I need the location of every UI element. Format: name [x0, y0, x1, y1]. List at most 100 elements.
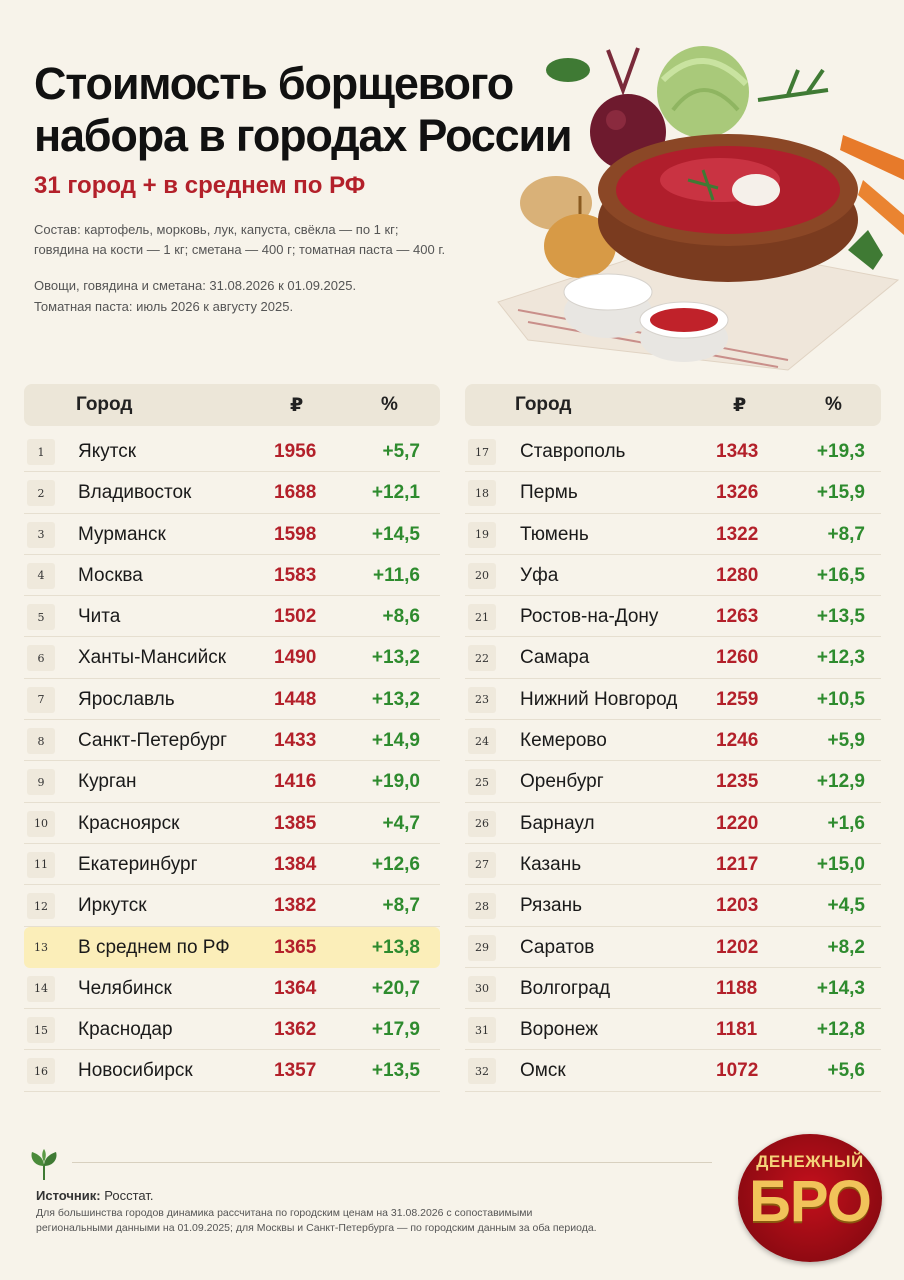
ranking-table-right: Город ₽ % 17 Ставрополь 1343 +19,3 18 Пермь 13… — [465, 384, 881, 1092]
city-name: В среднем по РФ — [78, 936, 230, 958]
city-name: Уфа — [520, 564, 559, 586]
city-name: Санкт-Петербург — [78, 730, 228, 752]
city-name: Ставрополь — [520, 441, 626, 462]
table-row: 11 Екатеринбург 1384 +12,6 — [24, 844, 440, 886]
parsley-icon — [31, 1149, 57, 1180]
table-row: 9 Курган 1416 +19,0 — [24, 761, 440, 803]
footer-divider — [72, 1162, 712, 1163]
price-value: 1688 — [274, 482, 317, 504]
price-value: 1385 — [274, 812, 317, 834]
header-city: Город — [76, 394, 133, 415]
source-note: Источник: Росстат. — [36, 1188, 153, 1203]
table-row: 27 Казань 1217 +15,0 — [465, 844, 881, 886]
table-row: 7 Ярославль 1448 +13,2 — [24, 679, 440, 721]
price-value: 1260 — [716, 647, 759, 669]
city-name: Рязань — [520, 895, 583, 917]
change-percent: +15,9 — [816, 482, 865, 504]
header-pct: % — [825, 394, 842, 415]
rank-number: 8 — [27, 728, 55, 755]
period-line-1: Овощи, говядина и сметана: 31.08.2026 к … — [34, 278, 357, 293]
city-name: Чита — [78, 606, 121, 628]
price-value: 1364 — [274, 977, 317, 999]
composition-text: Состав: картофель, морковь, лук, капуста… — [34, 220, 554, 260]
change-percent: +4,5 — [827, 895, 865, 917]
change-percent: +10,5 — [816, 688, 865, 710]
table-row: 32 Омск 1072 +5,6 — [465, 1050, 881, 1092]
rank-number: 31 — [468, 1017, 496, 1044]
price-value: 1203 — [716, 895, 759, 917]
change-percent: +17,9 — [371, 1019, 420, 1041]
table-row: 23 Нижний Новгород 1259 +10,5 — [465, 679, 881, 721]
city-name: Иркутск — [78, 895, 147, 917]
rank-number: 22 — [468, 645, 496, 672]
rank-number: 20 — [468, 562, 496, 589]
price-value: 1217 — [716, 853, 759, 875]
change-percent: +19,0 — [371, 771, 420, 793]
city-name: Оренбург — [520, 771, 604, 793]
change-percent: +5,6 — [827, 1060, 865, 1082]
city-name: Тюмень — [520, 523, 589, 545]
price-value: 1956 — [274, 441, 317, 462]
table-row: 25 Оренбург 1235 +12,9 — [465, 761, 881, 803]
footnote-line-1: Для большинства городов динамика рассчит… — [36, 1207, 533, 1219]
table-row: 17 Ставрополь 1343 +19,3 — [465, 431, 881, 473]
table-row: 21 Ростов-на-Дону 1263 +13,5 — [465, 596, 881, 638]
table-body-left: 1 Якутск 1956 +5,7 2 Владивосток 1688 +12,1 3 Мур… — [24, 431, 440, 1092]
rank-number: 9 — [27, 769, 55, 796]
table-row: 29 Саратов 1202 +8,2 — [465, 927, 881, 968]
change-percent: +4,7 — [382, 812, 420, 834]
price-value: 1246 — [716, 730, 759, 752]
city-name: Кемерово — [520, 730, 607, 752]
rank-number: 32 — [468, 1058, 496, 1085]
change-percent: +5,9 — [827, 730, 865, 752]
rank-number: 27 — [468, 851, 496, 878]
city-name: Барнаул — [520, 812, 595, 834]
change-percent: +12,6 — [371, 853, 420, 875]
change-percent: +13,5 — [816, 606, 865, 628]
rank-number: 23 — [468, 686, 496, 713]
title-line-1: Стоимость борщевого — [34, 58, 514, 109]
source-label: Источник: — [36, 1188, 101, 1203]
price-value: 1382 — [274, 895, 317, 917]
change-percent: +14,5 — [371, 523, 420, 545]
change-percent: +16,5 — [816, 564, 865, 586]
rank-number: 18 — [468, 480, 496, 507]
city-name: Мурманск — [78, 523, 166, 545]
table-row: 28 Рязань 1203 +4,5 — [465, 885, 881, 927]
change-percent: +8,2 — [827, 936, 865, 958]
rank-number: 14 — [27, 975, 55, 1002]
rank-number: 30 — [468, 975, 496, 1002]
header-pct: % — [381, 394, 398, 415]
table-row: 10 Красноярск 1385 +4,7 — [24, 803, 440, 844]
city-name: Волгоград — [520, 977, 611, 999]
city-name: Ярославль — [78, 688, 175, 710]
table-row: 3 Мурманск 1598 +14,5 — [24, 514, 440, 555]
price-value: 1384 — [274, 853, 317, 875]
subtitle: 31 город + в среднем по РФ — [34, 172, 366, 199]
table-row: 14 Челябинск 1364 +20,7 — [24, 968, 440, 1010]
composition-line-2: говядина на кости — 1 кг; сметана — 400 … — [34, 242, 446, 257]
change-percent: +20,7 — [371, 977, 420, 999]
price-value: 1235 — [716, 771, 759, 793]
price-value: 1072 — [716, 1060, 759, 1082]
rank-number: 15 — [27, 1017, 55, 1044]
rank-number: 2 — [27, 480, 55, 507]
header-rub: ₽ — [733, 394, 747, 416]
rank-number: 29 — [468, 934, 496, 961]
rank-number: 16 — [27, 1058, 55, 1085]
table-row: 18 Пермь 1326 +15,9 — [465, 472, 881, 514]
table-header: Город ₽ % — [24, 384, 440, 426]
price-value: 1322 — [716, 523, 759, 545]
rank-number: 25 — [468, 769, 496, 796]
city-name: Ханты-Мансийск — [78, 647, 227, 669]
table-row: 12 Иркутск 1382 +8,7 — [24, 885, 440, 927]
table-row: 19 Тюмень 1322 +8,7 — [465, 514, 881, 555]
rank-number: 24 — [468, 728, 496, 755]
city-name: Пермь — [520, 482, 578, 504]
page-title: Стоимость борщевого набора в городах Рос… — [34, 58, 594, 162]
price-value: 1181 — [716, 1019, 758, 1041]
table-row: 5 Чита 1502 +8,6 — [24, 596, 440, 638]
table-row: 15 Краснодар 1362 +17,9 — [24, 1009, 440, 1051]
city-name: Ростов-на-Дону — [520, 606, 659, 628]
